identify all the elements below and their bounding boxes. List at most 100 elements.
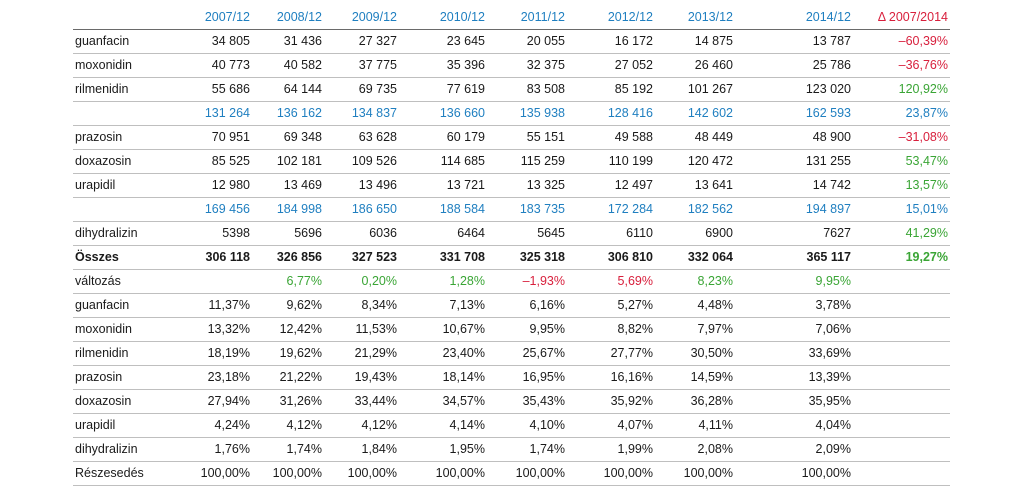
subtotal-row: 131 264 136 162 134 837 136 660 135 938 128 4…: [73, 101, 950, 126]
table-cell: 331 708: [399, 245, 487, 270]
table-cell: 13 721: [399, 173, 487, 198]
table-cell: 27,77%: [567, 341, 655, 366]
table-row: guanfacin 11,37% 9,62% 8,34% 7,13% 6,16% 5,27%…: [73, 293, 950, 318]
table-cell: 1,76%: [163, 437, 252, 462]
table-cell: 40 773: [163, 53, 252, 78]
table-cell: [853, 437, 950, 462]
table-cell: 100,00%: [252, 461, 324, 486]
table-cell: 55 686: [163, 77, 252, 102]
table-cell: 6036: [324, 221, 399, 246]
header-year: 2010/12: [399, 6, 487, 30]
table-cell: 23,18%: [163, 365, 252, 390]
table-cell: 31 436: [252, 29, 324, 54]
table-cell: 1,28%: [399, 269, 487, 294]
table-cell: 36,28%: [655, 389, 735, 414]
table-cell: 35,43%: [487, 389, 567, 414]
table-cell: 131 255: [735, 149, 853, 174]
table-cell: 101 267: [655, 77, 735, 102]
table-cell: 70 951: [163, 125, 252, 150]
table-cell: 69 735: [324, 77, 399, 102]
table-row: urapidil 12 980 13 469 13 496 13 721 13 325 12…: [73, 173, 950, 198]
table-cell: 6,16%: [487, 293, 567, 318]
table-cell: 30,50%: [655, 341, 735, 366]
table-cell: 4,48%: [655, 293, 735, 318]
table-cell: 63 628: [324, 125, 399, 150]
subtotal-row: 169 456 184 998 186 650 188 584 183 735 172 2…: [73, 197, 950, 222]
table-cell: 69 348: [252, 125, 324, 150]
table-cell: 60 179: [399, 125, 487, 150]
row-label: urapidil: [73, 413, 163, 438]
table-cell: 100,00%: [163, 461, 252, 486]
row-label: guanfacin: [73, 29, 163, 54]
table-cell: 35,92%: [567, 389, 655, 414]
table-cell: 9,62%: [252, 293, 324, 318]
table-cell: 19,27%: [853, 245, 950, 270]
table-cell: [853, 389, 950, 414]
table-cell: 184 998: [252, 197, 324, 222]
header-year: 2007/12: [163, 6, 252, 30]
row-label: rilmenidin: [73, 341, 163, 366]
row-label: dihydralizin: [73, 221, 163, 246]
table-cell: 14 875: [655, 29, 735, 54]
table-cell: 4,12%: [324, 413, 399, 438]
table-row: prazosin 23,18% 21,22% 19,43% 18,14% 16,95% 16…: [73, 365, 950, 390]
table-cell: 142 602: [655, 101, 735, 126]
table-cell: [163, 269, 252, 294]
table-cell: 16,95%: [487, 365, 567, 390]
header-year: 2009/12: [324, 6, 399, 30]
table-row: doxazosin 85 525 102 181 109 526 114 685 115 …: [73, 149, 950, 174]
table-cell: [853, 293, 950, 318]
table-cell: 33,69%: [735, 341, 853, 366]
table-cell: 19,62%: [252, 341, 324, 366]
table-cell: 7,97%: [655, 317, 735, 342]
table-cell: 18,19%: [163, 341, 252, 366]
table-cell: 169 456: [163, 197, 252, 222]
table-cell: 128 416: [567, 101, 655, 126]
header-year: 2013/12: [655, 6, 735, 30]
table-cell: 13 641: [655, 173, 735, 198]
table-cell: 7,06%: [735, 317, 853, 342]
table-row: prazosin 70 951 69 348 63 628 60 179 55 151 49…: [73, 125, 950, 150]
table-cell: 8,23%: [655, 269, 735, 294]
row-label: doxazosin: [73, 389, 163, 414]
header-row: 2007/12 2008/12 2009/12 2010/12 2011/12 …: [73, 6, 950, 30]
table-cell: 7,13%: [399, 293, 487, 318]
table-cell: 18,14%: [399, 365, 487, 390]
table-cell: 31,26%: [252, 389, 324, 414]
change-row: változás 6,77% 0,20% 1,28% –1,93% 5,69% 8,23% 9…: [73, 269, 950, 294]
table-cell: 14 742: [735, 173, 853, 198]
table-cell: [853, 365, 950, 390]
table-cell: 327 523: [324, 245, 399, 270]
table-cell: 4,12%: [252, 413, 324, 438]
table-cell: 182 562: [655, 197, 735, 222]
table-cell: 23,87%: [853, 101, 950, 126]
header-year: 2012/12: [567, 6, 655, 30]
table-row: rilmenidin 55 686 64 144 69 735 77 619 83 508…: [73, 77, 950, 102]
table-cell: 114 685: [399, 149, 487, 174]
table-cell: 13 325: [487, 173, 567, 198]
table-cell: 100,00%: [399, 461, 487, 486]
table-cell: –1,93%: [487, 269, 567, 294]
table-cell: 3,78%: [735, 293, 853, 318]
table-cell: 13,57%: [853, 173, 950, 198]
data-table-container: 2007/12 2008/12 2009/12 2010/12 2011/12 …: [73, 6, 950, 486]
row-label: rilmenidin: [73, 77, 163, 102]
table-cell: 100,00%: [735, 461, 853, 486]
table-row: dihydralizin 1,76% 1,74% 1,84% 1,95% 1,74% 1,9…: [73, 437, 950, 462]
table-cell: 1,84%: [324, 437, 399, 462]
header-year: 2014/12: [735, 6, 853, 30]
table-cell: 5696: [252, 221, 324, 246]
header-label-cell: [73, 6, 163, 30]
table-cell: 19,43%: [324, 365, 399, 390]
table-cell: 15,01%: [853, 197, 950, 222]
table-cell: 4,14%: [399, 413, 487, 438]
table-cell: 13 496: [324, 173, 399, 198]
table-cell: 85 192: [567, 77, 655, 102]
table-cell: 332 064: [655, 245, 735, 270]
header-year: 2011/12: [487, 6, 567, 30]
table-cell: 131 264: [163, 101, 252, 126]
row-label: dihydralizin: [73, 437, 163, 462]
table-cell: 35 396: [399, 53, 487, 78]
table-cell: 11,37%: [163, 293, 252, 318]
table-row: urapidil 4,24% 4,12% 4,12% 4,14% 4,10% 4,07% 4,…: [73, 413, 950, 438]
